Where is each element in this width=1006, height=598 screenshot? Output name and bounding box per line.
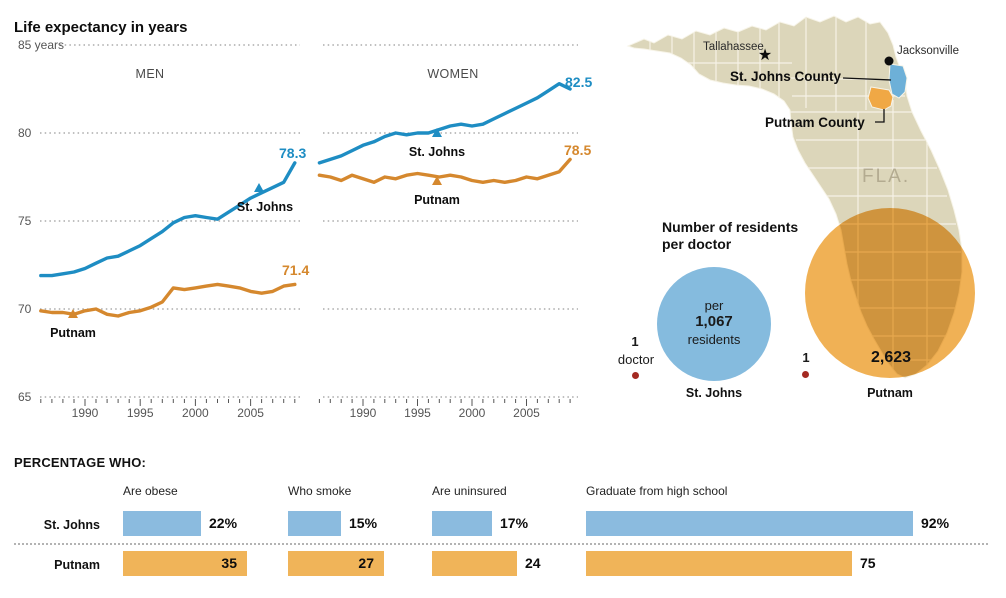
tallahassee-label: Tallahassee	[703, 41, 764, 53]
men-putnam-label: Putnam	[50, 326, 96, 340]
row-separator	[14, 543, 988, 545]
x-tick-label: 1990	[349, 406, 377, 420]
x-tick-label: 2005	[237, 406, 264, 420]
bar-value: 15%	[349, 515, 378, 531]
x-tick-label: 2000	[182, 406, 209, 420]
line-series-stjohns	[39, 161, 297, 278]
bar	[586, 511, 913, 536]
bar-value: 92%	[921, 515, 950, 531]
percentage-section-title: PERCENTAGE WHO:	[14, 455, 147, 470]
putnam-county-shape	[867, 86, 894, 111]
x-tick-label: 2000	[458, 406, 486, 420]
bar	[288, 511, 341, 536]
putnam-bubble-name: Putnam	[867, 386, 913, 400]
bar	[432, 511, 492, 536]
women-putnam-label: Putnam	[414, 193, 460, 207]
x-tick-label: 2005	[513, 406, 540, 420]
bar	[288, 551, 384, 576]
series-marker-triangle-icon	[432, 128, 442, 137]
bubble-title-line2: per doctor	[662, 236, 732, 252]
stjohns-county-leader-line	[842, 77, 892, 81]
bar-column-header: Are uninsured	[432, 484, 507, 498]
stjohns-county-shape	[888, 63, 908, 99]
bar-row-label: St. Johns	[43, 518, 100, 532]
state-abbrev-label: FLA.	[862, 166, 911, 187]
putnam-county-leader-line	[875, 109, 885, 123]
y-tick-65: 65	[18, 390, 32, 404]
x-tick-label: 1990	[71, 406, 99, 420]
stjohns-doctor-count: 1	[631, 334, 639, 349]
women-stjohns-label: St. Johns	[408, 145, 466, 159]
series-marker-triangle-icon	[68, 309, 78, 318]
women-stjohns-end-value: 82.5	[565, 74, 593, 90]
x-tick-label: 1995	[404, 406, 431, 420]
men-panel-title: MEN	[135, 67, 165, 81]
line-series-putnam	[39, 282, 297, 318]
stjohns-doctor-word: doctor	[617, 352, 655, 367]
bar-row-label: Putnam	[54, 558, 100, 572]
bar	[123, 551, 247, 576]
line-series-putnam	[317, 157, 572, 185]
women-putnam-end-value: 78.5	[564, 142, 592, 158]
x-tick-label: 1995	[126, 406, 154, 420]
bar-column-header: Who smoke	[288, 484, 352, 498]
stjohns-county-label: St. Johns County	[730, 69, 841, 84]
bar	[123, 511, 201, 536]
bar	[586, 551, 852, 576]
y-tick-70: 70	[18, 302, 32, 316]
men-stjohns-end-value: 78.3	[279, 145, 307, 161]
jacksonville-label: Jacksonville	[897, 45, 959, 57]
bar-column-header: Are obese	[123, 484, 178, 498]
bar-value: 75	[860, 555, 876, 571]
putnam-county-label: Putnam County	[765, 115, 865, 130]
y-tick-75: 75	[18, 214, 32, 228]
putnam-doctor-dot-icon	[802, 371, 809, 378]
page-title: Life expectancy in years	[14, 19, 188, 36]
bar-column-header: Graduate from high school	[586, 484, 728, 498]
bar-value: 35	[221, 555, 237, 571]
series-marker-triangle-icon	[432, 176, 442, 185]
jacksonville-dot-icon	[884, 56, 894, 66]
bar	[432, 551, 517, 576]
stjohns-bubble-text-per: per	[704, 298, 724, 313]
series-marker-triangle-icon	[254, 183, 264, 192]
bar-value: 24	[525, 555, 541, 571]
men-stjohns-label: St. Johns	[236, 200, 294, 214]
bar-value: 27	[358, 555, 374, 571]
bar-value: 22%	[209, 515, 238, 531]
putnam-bubble	[805, 208, 975, 378]
stjohns-bubble-name: St. Johns	[685, 386, 743, 400]
putnam-doctor-count: 1	[802, 350, 810, 365]
y-tick-85: 85 years	[18, 38, 65, 52]
stjohns-bubble	[657, 267, 771, 381]
stjohns-bubble-value: 1,067	[695, 313, 733, 330]
stjohns-doctor-dot-icon	[632, 372, 639, 379]
men-putnam-end-value: 71.4	[282, 262, 310, 278]
y-tick-80: 80	[18, 126, 32, 140]
bubble-title-line1: Number of residents	[662, 219, 799, 235]
women-panel-title: WOMEN	[427, 67, 479, 81]
stjohns-bubble-text-residents: residents	[687, 332, 741, 347]
bar-value: 17%	[500, 515, 529, 531]
putnam-bubble-value: 2,623	[870, 349, 912, 366]
